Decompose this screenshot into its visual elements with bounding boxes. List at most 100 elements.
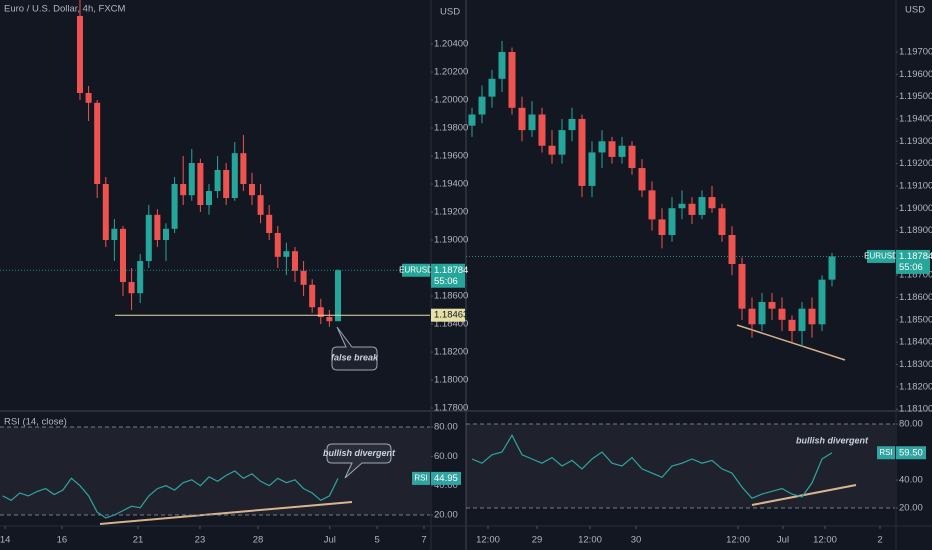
- y-tick-label: 1.18700: [899, 270, 932, 281]
- candle-body: [334, 270, 341, 322]
- y-tick-label: 1.18500: [899, 314, 932, 325]
- y-tick-label: 1.19200: [434, 207, 468, 218]
- candle-body: [518, 107, 526, 131]
- y-tick-label: 1.18300: [899, 359, 932, 370]
- y-tick-label: 1.19200: [899, 158, 932, 169]
- y-tick-label: 60.00: [434, 451, 458, 462]
- x-tick-label: Jul: [777, 535, 789, 546]
- candle-body: [548, 145, 556, 155]
- value-label: 59.50: [899, 447, 923, 458]
- value-label: 44.95: [434, 473, 458, 484]
- annotation: bullish divergent: [323, 448, 396, 458]
- y-tick-label: 1.18100: [899, 404, 932, 415]
- x-tick-label: 21: [133, 535, 144, 546]
- candle-body: [708, 197, 716, 209]
- candle-body: [798, 308, 806, 331]
- candle-body: [608, 141, 616, 157]
- candle-body: [85, 92, 92, 103]
- candle-body: [588, 152, 596, 186]
- candle-body: [828, 256, 836, 280]
- candle-body: [257, 195, 264, 215]
- y-tick-label: 1.18200: [899, 381, 932, 392]
- price-label: 1.18784: [899, 251, 932, 262]
- candle-body: [223, 169, 230, 198]
- candle-body: [768, 301, 776, 309]
- candle-body: [291, 251, 298, 271]
- candle-body: [748, 308, 756, 325]
- candle-body: [283, 251, 290, 257]
- x-tick-label: 28: [253, 535, 264, 546]
- candle-body: [119, 228, 126, 283]
- x-tick-label: 29: [532, 535, 543, 546]
- candle-body: [180, 183, 187, 196]
- currency-label: USD: [440, 7, 460, 18]
- rsi-band: [466, 424, 895, 509]
- candle-body: [808, 308, 816, 325]
- candle-body: [171, 183, 178, 229]
- candle-body: [214, 169, 221, 191]
- annotation: false break: [331, 352, 379, 362]
- trend-line: [736, 324, 846, 361]
- candle-body: [638, 168, 646, 191]
- y-tick-label: 40.00: [899, 475, 923, 486]
- symbol-box: [867, 249, 895, 263]
- candle-body: [558, 130, 566, 155]
- y-tick-label: 1.17800: [434, 403, 468, 414]
- symbol-label: RSI: [879, 448, 892, 457]
- y-tick-label: 1.18400: [899, 337, 932, 348]
- candle-body: [598, 141, 606, 153]
- price-label: 1.18784: [434, 265, 468, 276]
- x-tick-label: 23: [195, 535, 206, 546]
- symbol-box: [412, 471, 430, 485]
- candle-body: [137, 261, 144, 294]
- candle-body: [205, 190, 212, 205]
- trend-line: [99, 501, 353, 525]
- y-tick-label: 1.18000: [434, 375, 468, 386]
- x-tick-label: 2: [877, 535, 882, 546]
- y-tick-label: 1.18600: [899, 292, 932, 303]
- value-label-box: [896, 446, 926, 460]
- candle-body: [274, 233, 281, 257]
- candle-body: [468, 114, 476, 126]
- x-tick-label: 12:00: [726, 535, 750, 546]
- candle-body: [111, 228, 118, 241]
- x-tick-label: 30: [631, 535, 642, 546]
- candle-body: [188, 162, 195, 196]
- y-tick-label: 40.00: [434, 480, 458, 491]
- y-tick-label: 1.18600: [434, 291, 468, 302]
- candle-body: [145, 214, 152, 262]
- y-tick-label: 1.19000: [899, 203, 932, 214]
- candle-body: [240, 153, 247, 184]
- price-label-box: [896, 249, 930, 274]
- y-tick-label: 1.18900: [899, 225, 932, 236]
- countdown-label: 55:06: [434, 276, 458, 287]
- y-tick-label: 1.20200: [434, 66, 468, 77]
- rsi-line: [471, 433, 833, 500]
- y-tick-label: 1.19400: [899, 113, 932, 124]
- candle-body: [758, 301, 766, 325]
- candle-body: [818, 279, 826, 325]
- annotation: bullish divergent: [796, 435, 869, 445]
- candle-body: [698, 197, 706, 215]
- candle-body: [162, 228, 169, 241]
- symbol-label: RSI: [414, 474, 427, 483]
- y-tick-label: 1.19500: [899, 91, 932, 102]
- y-tick-label: 1.19600: [434, 151, 468, 162]
- candle-body: [128, 282, 135, 294]
- callout-box: [326, 443, 392, 479]
- candle-body: [76, 15, 83, 93]
- chart-title: Euro / U.S. Dollar, 4h, FXCM: [4, 4, 126, 15]
- symbol-label: EURUSD: [864, 252, 898, 261]
- x-tick-label: 16: [57, 535, 68, 546]
- y-tick-label: 1.19000: [434, 235, 468, 246]
- symbol-label: EURUSD: [399, 265, 433, 274]
- candle-body: [738, 264, 746, 309]
- candle-body: [628, 145, 636, 169]
- currency-label: USD: [905, 5, 925, 16]
- y-tick-label: 1.19700: [899, 47, 932, 58]
- x-tick-label: 14: [0, 535, 10, 546]
- candle-body: [197, 162, 204, 205]
- y-tick-label: 1.19600: [899, 69, 932, 80]
- y-tick-label: 20.00: [899, 503, 923, 514]
- candle-body: [538, 114, 546, 146]
